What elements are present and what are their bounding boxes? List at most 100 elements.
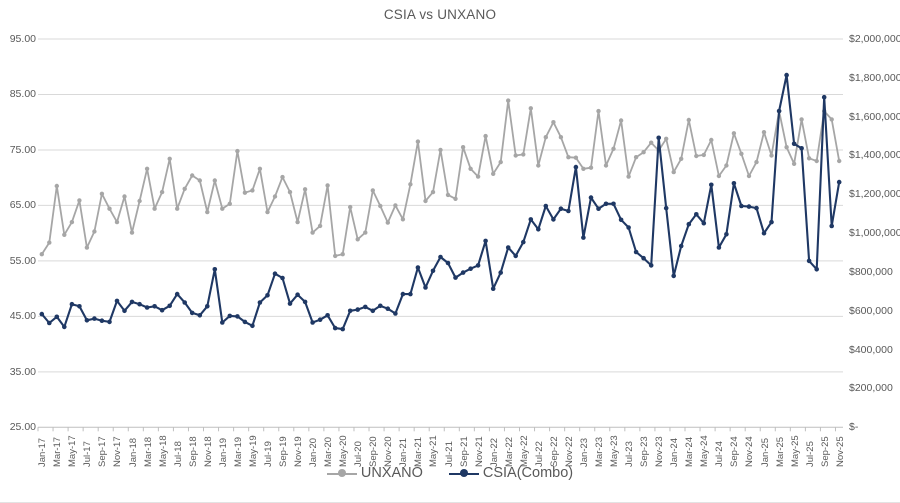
x-axis-label: Nov-25: [834, 436, 846, 467]
csia-series-marker: [724, 232, 729, 237]
x-axis-label: May-24: [699, 435, 711, 467]
csia-series-marker: [739, 203, 744, 209]
x-axis-label: May-19: [247, 435, 259, 467]
unxano-series-marker: [686, 117, 691, 123]
csia-series-marker: [423, 285, 428, 290]
csia-series-marker: [302, 299, 308, 305]
unxano-series-marker: [175, 206, 180, 211]
csia-series-marker: [754, 205, 759, 211]
unxano-series-marker: [716, 173, 722, 179]
unxano-series-marker: [333, 253, 338, 259]
legend-label: UNXANO: [360, 465, 423, 481]
x-axis-label: Mar-17: [52, 436, 64, 467]
unxano-series-marker: [212, 178, 217, 183]
unxano-series-marker: [415, 139, 421, 144]
csia-series-marker: [107, 319, 112, 325]
csia-series-marker: [573, 164, 579, 170]
csia-series-marker: [483, 238, 488, 244]
unxano-series-marker: [641, 150, 646, 155]
csia-series-marker: [618, 217, 624, 223]
csia-series-marker: [385, 306, 391, 312]
unxano-series-marker: [235, 148, 240, 154]
unxano-series-marker: [558, 135, 564, 140]
csia-series-marker: [174, 291, 180, 297]
x-axis-label: Jul-20: [353, 441, 365, 467]
csia-series-marker: [836, 179, 842, 185]
unxano-series-marker: [521, 152, 526, 157]
csia-series-marker: [821, 94, 827, 100]
csia-series-marker: [220, 320, 225, 325]
x-axis-label: Jan-23: [578, 437, 590, 467]
unxano-series-marker: [460, 145, 466, 150]
csia-series-marker: [641, 255, 646, 261]
unxano-series-marker: [506, 98, 511, 103]
legend-item-csia: CSIA(Combo): [448, 465, 574, 481]
unxano-series-marker: [92, 229, 97, 234]
legend-label: CSIA(Combo): [482, 465, 574, 481]
unxano-series-marker: [731, 131, 737, 136]
unxano-series-marker: [633, 155, 639, 160]
unxano-series-marker: [596, 108, 601, 114]
unxano-series-marker: [310, 230, 315, 235]
x-axis-label: Mar-24: [684, 436, 696, 467]
csia-series-marker: [347, 308, 353, 314]
x-axis-label: May-18: [157, 435, 169, 467]
csia-series-marker: [408, 291, 413, 297]
csia-series-marker: [257, 300, 263, 305]
unxano-series-marker: [325, 183, 330, 188]
unxano-series-marker: [220, 206, 225, 211]
x-axis-label: Sep-23: [639, 436, 651, 467]
unxano-series-marker: [340, 252, 345, 257]
y-axis-left-label: 85.00: [9, 88, 36, 101]
x-axis-label: Mar-18: [142, 436, 154, 467]
unxano-series-marker: [581, 166, 586, 171]
unxano-series-marker: [468, 166, 473, 171]
y-axis-right-label: $1,400,000: [849, 149, 900, 162]
csia-series-marker: [603, 201, 609, 207]
unxano-series-marker: [385, 220, 390, 225]
unxano-series-marker: [566, 155, 571, 160]
x-axis-label: Sep-20: [368, 436, 380, 467]
csia-series-marker: [731, 181, 737, 186]
x-axis-label: Jul-25: [804, 441, 816, 467]
unxano-series-marker: [498, 159, 503, 165]
x-axis-label: Nov-23: [654, 436, 666, 467]
csia-series-marker: [566, 208, 571, 214]
csia-series-marker: [84, 318, 90, 323]
unxano-series-marker: [348, 204, 353, 210]
x-axis-label: Nov-24: [744, 436, 756, 467]
csia-series-marker: [137, 301, 142, 307]
unxano-series-marker: [611, 146, 616, 151]
unxano-series-marker: [280, 174, 285, 180]
y-axis-right-label: $1,000,000: [849, 227, 900, 240]
x-axis-label: Nov-21: [473, 436, 485, 467]
x-axis-label: Nov-19: [293, 436, 305, 467]
csia-series-marker: [280, 275, 285, 281]
unxano-series-marker: [144, 166, 150, 171]
chart-title: CSIA vs UNXANO: [383, 7, 497, 22]
x-axis-label: Jan-22: [488, 437, 500, 467]
x-axis-label: Jul-17: [82, 441, 94, 467]
csia-series-marker: [310, 320, 315, 325]
unxano-series-marker: [671, 169, 676, 175]
x-axis-label: Sep-18: [187, 436, 199, 467]
x-axis-label: Jul-23: [624, 441, 636, 467]
csia-series-marker: [671, 273, 676, 279]
unxano-series-marker: [370, 188, 375, 193]
csia-series-marker: [197, 313, 203, 318]
unxano-series-marker: [754, 159, 759, 165]
csia-series-marker: [77, 304, 82, 309]
csia-series-marker: [551, 217, 556, 222]
csia-series-marker: [799, 146, 804, 151]
csia-series-marker: [62, 324, 67, 330]
unxano-series-marker: [182, 186, 187, 191]
unxano-series-marker: [679, 156, 684, 161]
unxano-series-marker: [513, 153, 518, 158]
unxano-series-marker: [528, 106, 533, 111]
csia-series-marker: [656, 135, 661, 141]
x-axis-label: Mar-23: [593, 436, 605, 467]
csia-series-marker: [242, 319, 248, 325]
csia-series-marker: [129, 299, 135, 305]
unxano-series-marker: [355, 237, 360, 242]
csia-series-marker: [317, 317, 323, 323]
